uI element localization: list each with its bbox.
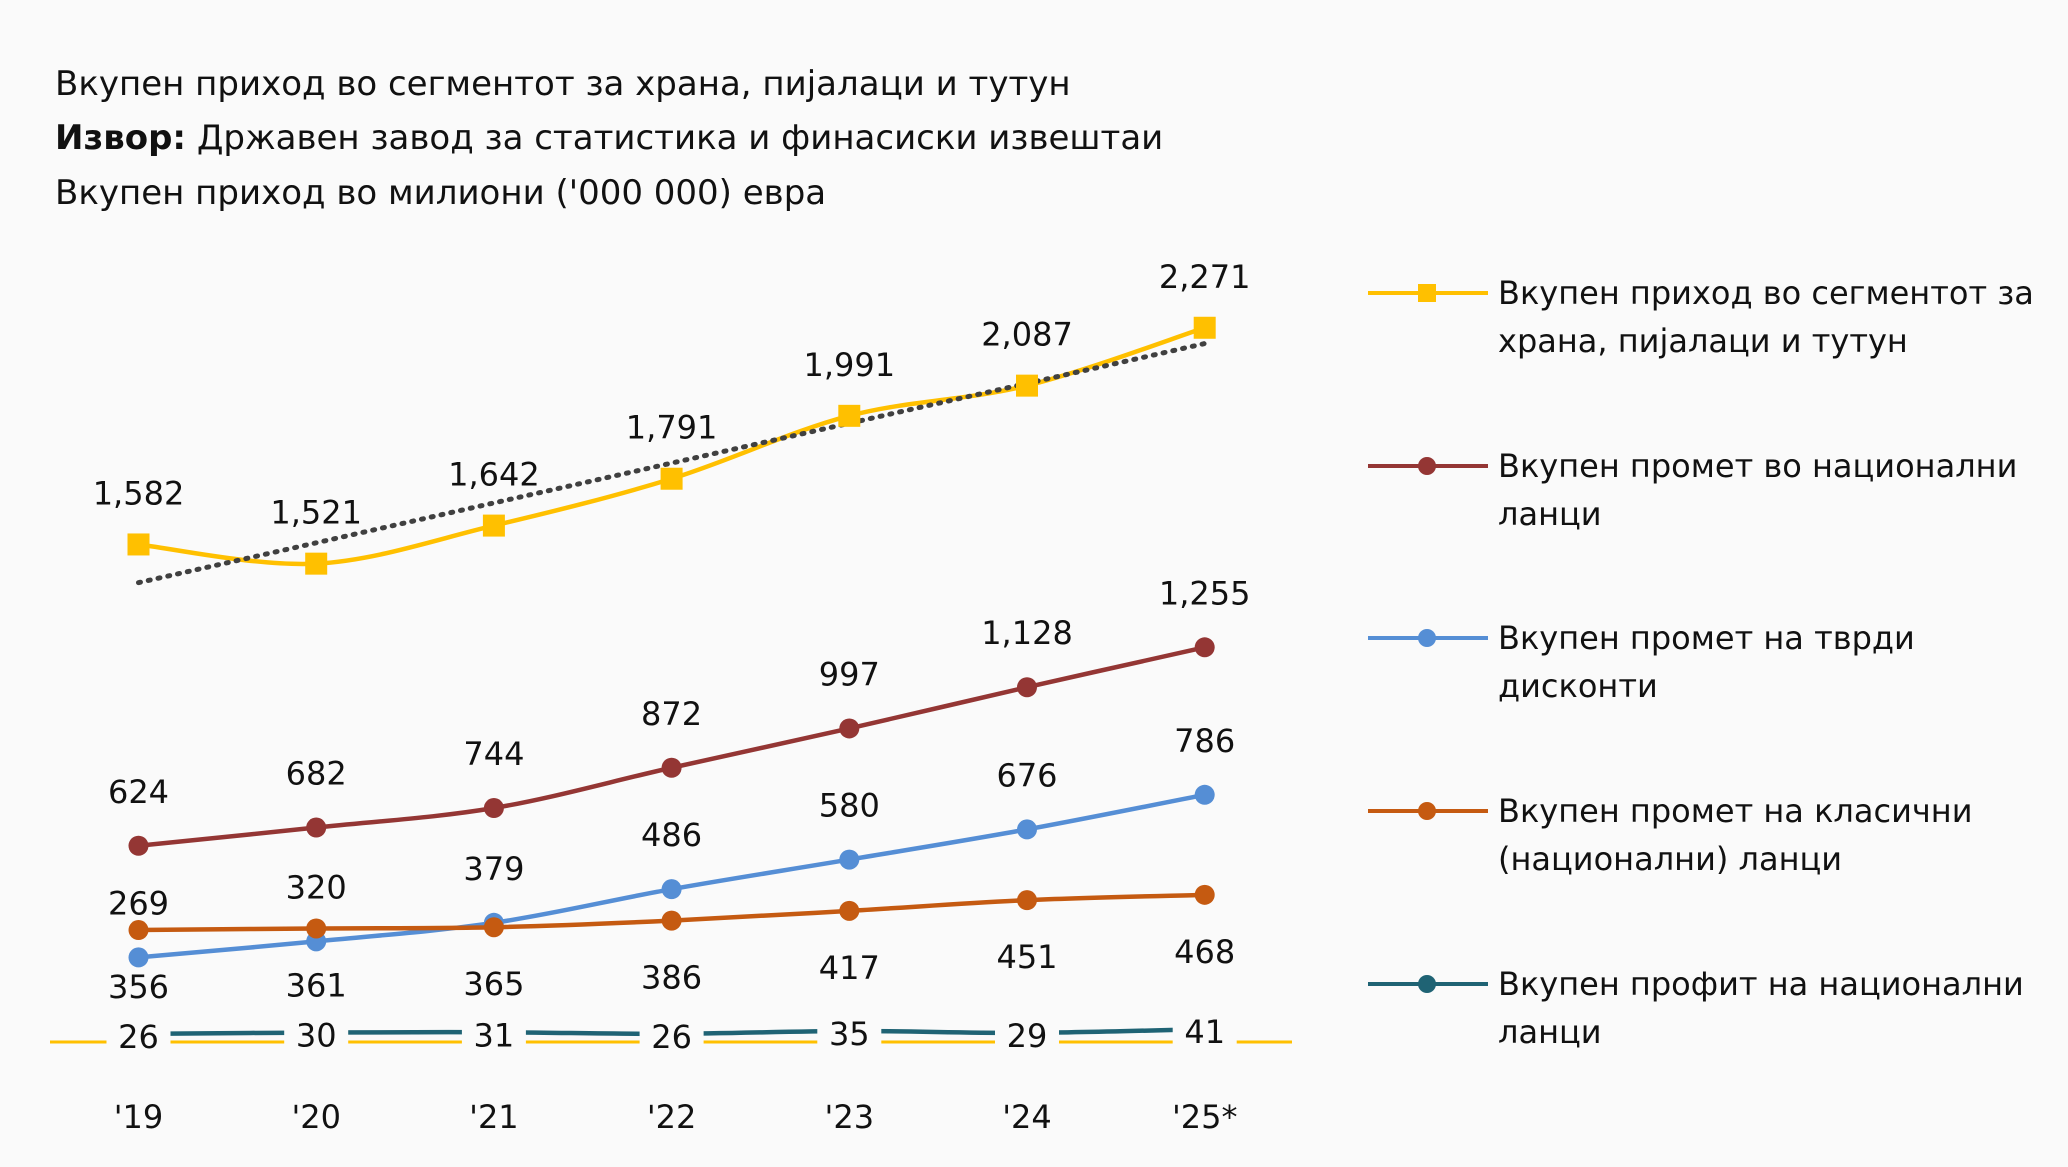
source-label: Извор:	[55, 118, 187, 158]
data-label: 1,255	[1159, 574, 1251, 612]
data-label-bg	[106, 1009, 171, 1058]
trendline	[136, 341, 1208, 586]
data-label: 1,991	[803, 346, 895, 384]
circle-marker-icon	[1418, 802, 1436, 820]
x-tick-label: '20	[291, 1098, 341, 1136]
circle-marker-icon	[1418, 975, 1436, 993]
legend-label: Вкупен промет на класични (национални) л…	[1498, 792, 1973, 878]
data-label: 872	[641, 695, 702, 733]
data-point	[483, 798, 504, 819]
x-tick-label: '25*	[1172, 1098, 1238, 1136]
data-point-square	[482, 514, 505, 537]
data-label-bg	[461, 1008, 526, 1057]
legend-item-total-revenue: Вкупен приход во сегментот за храна, пиј…	[1368, 269, 2048, 369]
data-point-square	[660, 467, 683, 490]
data-point-square	[127, 533, 150, 556]
data-point	[1194, 884, 1215, 905]
circle-marker-icon	[1418, 457, 1436, 475]
data-label: 356	[108, 968, 169, 1006]
legend-label: Вкупен приход во сегментот за храна, пиј…	[1498, 274, 2034, 360]
data-point	[306, 918, 327, 939]
data-label: 676	[996, 756, 1057, 794]
data-label: 31	[474, 1016, 515, 1054]
data-label: 580	[819, 787, 880, 825]
legend-label: Вкупен профит на национални ланци	[1498, 965, 2024, 1051]
data-label: 35	[829, 1015, 870, 1053]
data-point-square	[1016, 374, 1038, 397]
data-label-bg	[639, 1009, 704, 1058]
chart-unit: Вкупен приход во милиони ('000 000) евра	[55, 173, 827, 213]
data-label: 386	[641, 959, 702, 997]
data-label: 682	[286, 755, 347, 793]
data-label: 1,128	[981, 614, 1073, 652]
x-tick-label: '22	[647, 1098, 697, 1136]
source-text: Државен завод за статистика и финасиски …	[186, 118, 1164, 158]
data-label: 1,521	[270, 494, 362, 532]
data-point	[1194, 784, 1215, 805]
data-label: 451	[996, 938, 1057, 976]
data-label-bg	[1172, 1005, 1237, 1054]
legend-item-national-chains: Вкупен промет во национални ланци	[1368, 442, 2048, 542]
data-point	[661, 910, 682, 931]
data-label: 997	[819, 655, 880, 693]
data-point	[306, 817, 327, 838]
data-point	[128, 947, 149, 968]
data-label: 486	[641, 816, 702, 854]
data-point	[839, 900, 860, 921]
data-point	[1194, 637, 1215, 658]
data-label: 2,271	[1159, 258, 1251, 296]
data-label: 786	[1174, 722, 1235, 760]
data-point	[1017, 819, 1037, 840]
data-label: 1,791	[626, 409, 718, 447]
data-point	[839, 849, 860, 870]
data-point-square	[838, 404, 861, 427]
data-label: 365	[463, 965, 524, 1003]
data-label: 744	[463, 735, 524, 773]
data-label: 624	[108, 773, 169, 811]
data-point	[839, 718, 860, 739]
data-label: 379	[463, 850, 524, 888]
data-label: 417	[819, 949, 880, 987]
chart-title: Вкупен приход во сегментот за храна, пиј…	[55, 64, 1071, 104]
data-label-bg	[284, 1008, 349, 1057]
x-tick-label: '23	[825, 1098, 875, 1136]
data-point	[661, 757, 682, 778]
data-label: 41	[1184, 1013, 1225, 1051]
x-tick-label: '24	[1002, 1098, 1052, 1136]
data-label: 30	[296, 1017, 337, 1055]
x-tick-label: '21	[469, 1098, 519, 1136]
legend-label: Вкупен промет на тврди дисконти	[1498, 619, 1915, 705]
legend-item-classic-chains: Вкупен промет на класични (национални) л…	[1368, 787, 2048, 887]
data-point	[1017, 677, 1037, 698]
data-point-square	[305, 552, 328, 575]
data-label-bg	[817, 1006, 882, 1055]
chart-source: Извор: Државен завод за статистика и фин…	[55, 118, 1163, 158]
data-label: 269	[108, 884, 169, 922]
data-point-square	[1193, 316, 1216, 339]
legend-label: Вкупен промет во национални ланци	[1498, 447, 2018, 533]
circle-marker-icon	[1418, 629, 1436, 647]
data-point	[128, 920, 149, 941]
data-label: 1,582	[93, 474, 185, 512]
data-label: 2,087	[981, 316, 1073, 354]
legend-item-profit: Вкупен профит на национални ланци	[1368, 960, 2048, 1060]
data-point	[661, 879, 682, 900]
data-label: 320	[286, 868, 347, 906]
square-marker-icon	[1418, 284, 1436, 302]
data-label: 26	[651, 1018, 692, 1056]
data-label-bg	[995, 1008, 1059, 1057]
legend-item-hard-discounts: Вкупен промет на тврди дисконти	[1368, 614, 2048, 714]
data-label: 468	[1174, 933, 1235, 971]
x-tick-label: '19	[114, 1098, 164, 1136]
data-point	[483, 917, 504, 938]
data-label: 361	[286, 966, 347, 1004]
data-label: 1,642	[448, 456, 540, 494]
data-label: 29	[1007, 1017, 1048, 1055]
data-label: 26	[118, 1018, 159, 1056]
data-point	[1017, 890, 1037, 911]
data-point	[128, 835, 149, 856]
